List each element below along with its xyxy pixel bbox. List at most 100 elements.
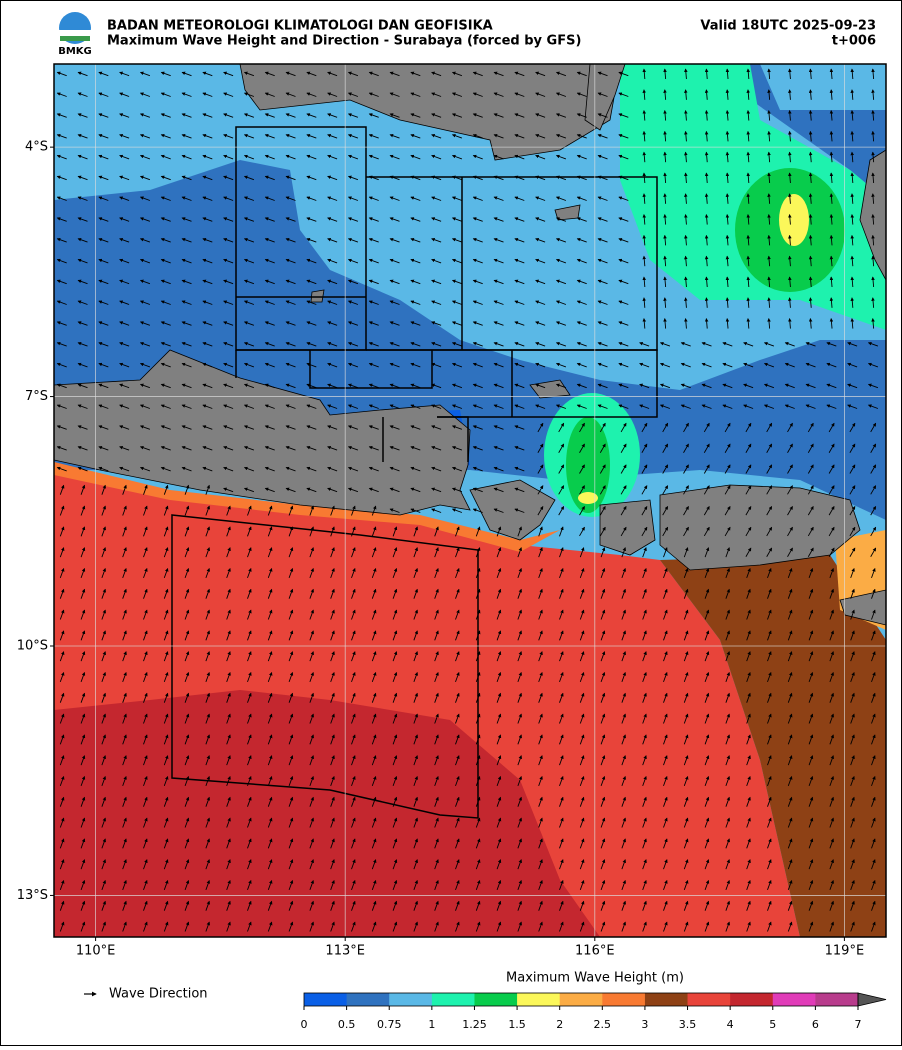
wave-arrow [77, 342, 88, 347]
wave-arrow [451, 383, 463, 389]
y-tick-label: 13°S [17, 888, 48, 903]
wave-arrow [181, 446, 192, 451]
wave-arrow [264, 113, 275, 118]
wave-arrow [160, 196, 171, 201]
colorbar-segment [389, 993, 433, 1006]
wave-arrow [493, 134, 504, 139]
wave-arrow [555, 404, 567, 409]
wave-arrow [767, 110, 771, 121]
wave-arrow [788, 297, 792, 308]
wave-arrow [493, 404, 504, 409]
wave-arrow [77, 466, 88, 472]
wave-arrow [618, 404, 629, 409]
wave-arrow [243, 154, 255, 160]
wave-arrow [599, 422, 606, 433]
y-tick-label: 4°S [25, 140, 48, 155]
wave-arrow [663, 193, 667, 204]
wave-arrow [680, 404, 691, 409]
wave-arrow [77, 154, 88, 160]
wave-arrow [243, 300, 255, 305]
wave-arrow [537, 422, 544, 433]
colorbar-tick-label: 0.5 [338, 1018, 356, 1031]
wave-arrow [139, 175, 151, 181]
wave-arrow [787, 422, 793, 433]
wave-arrow [662, 443, 669, 453]
wave-arrow [202, 446, 213, 451]
wave-arrow [558, 443, 565, 453]
wave-arrow [347, 154, 359, 160]
wave-arrow [285, 134, 296, 139]
wave-arrow [847, 362, 858, 368]
wave-arrow [722, 342, 733, 347]
wave-arrow [368, 425, 379, 430]
wave-arrow [98, 92, 109, 97]
wave-arrow [264, 92, 275, 97]
wave-arrow [576, 71, 587, 77]
wave-arrow [306, 154, 317, 160]
wave-arrow [746, 172, 751, 184]
wave-arrow [119, 342, 130, 347]
wave-arrow [514, 258, 525, 264]
wave-arrow [410, 238, 421, 243]
wave-arrow [306, 175, 317, 181]
wave-arrow [431, 217, 442, 222]
wave-arrow [431, 258, 442, 264]
wave-arrow [788, 276, 792, 288]
wave-arrow [119, 134, 130, 139]
wave-arrow [306, 279, 317, 285]
wave-arrow [493, 321, 504, 326]
wave-arrow [767, 68, 771, 80]
wave-arrow [829, 172, 834, 184]
wave-arrow [77, 238, 88, 243]
wave-arrow [306, 113, 317, 118]
wave-arrow [493, 279, 504, 285]
wave-arrow [451, 238, 463, 243]
y-tick-label: 10°S [17, 639, 48, 654]
wave-arrow [243, 383, 255, 389]
wave-arrow [368, 279, 379, 285]
wave-arrow [243, 217, 255, 222]
wave-arrow [535, 362, 546, 368]
wave-arrow [451, 404, 463, 409]
wave-arrow [867, 342, 879, 347]
wave-arrow [347, 196, 359, 201]
wave-arrow [684, 110, 688, 121]
wave-arrow [389, 92, 400, 97]
wave-arrow [618, 383, 629, 389]
wave-arrow [181, 175, 192, 181]
wave-arrow [243, 279, 255, 285]
wave-arrow [867, 404, 879, 409]
wave-arrow [743, 404, 754, 409]
wave-arrow [642, 318, 647, 329]
wave-arrow [181, 404, 192, 409]
wave-arrow [663, 172, 667, 184]
wave-arrow [725, 214, 730, 225]
valid-time: Valid 18UTC 2025-09-23 [700, 19, 876, 34]
wave-arrow [746, 276, 751, 288]
wave-arrow [451, 196, 463, 201]
wave-arrow [535, 404, 546, 409]
wave-arrow [160, 175, 171, 181]
wave-arrow [306, 362, 317, 368]
wave-arrow [368, 196, 379, 201]
wave-arrow [77, 321, 88, 326]
wave-arrow [389, 175, 400, 181]
wave-arrow [472, 217, 483, 222]
wave-arrow [56, 217, 67, 222]
wave-arrow [202, 466, 213, 472]
wave-arrow [784, 383, 795, 389]
wave-arrow [514, 175, 525, 181]
wave-arrow [493, 342, 504, 347]
wave-arrow [451, 258, 463, 264]
wave-arrow [451, 175, 463, 181]
wave-arrow [285, 258, 296, 264]
wave-arrow [243, 71, 255, 77]
wave-arrow [472, 258, 483, 264]
wave-arrow [704, 89, 709, 100]
wave-arrow [431, 175, 442, 181]
wave-arrow [160, 404, 171, 409]
wave-arrow [285, 154, 296, 160]
wave-arrow [725, 172, 730, 184]
wave-arrow [642, 130, 647, 142]
wave-arrow [767, 172, 771, 184]
